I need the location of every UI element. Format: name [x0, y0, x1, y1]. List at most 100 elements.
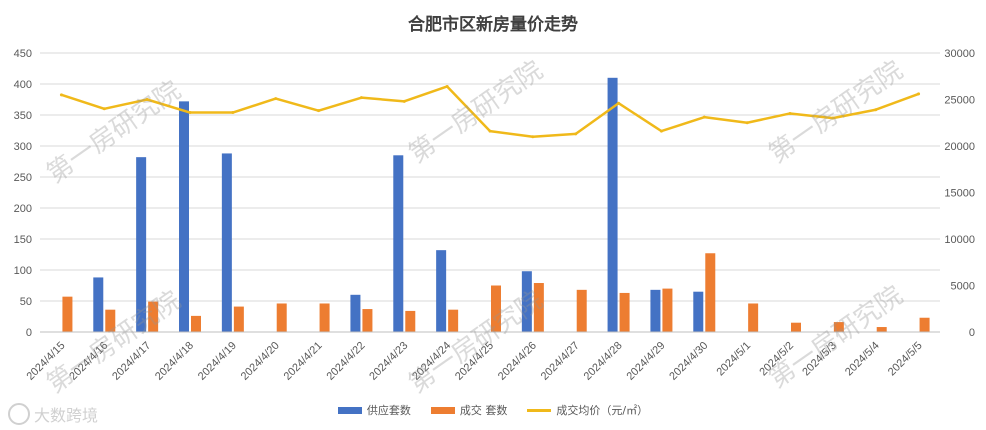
- brand-icon: [8, 403, 30, 425]
- bar-deals: [105, 309, 116, 332]
- point-avg-price: [917, 92, 921, 96]
- point-avg-price: [574, 132, 578, 136]
- brand-logo: 大数跨境: [8, 402, 98, 426]
- point-avg-price: [488, 129, 492, 133]
- bar-supply: [179, 101, 189, 332]
- bar-supply: [393, 155, 404, 332]
- point-avg-price: [274, 97, 278, 101]
- legend-item-deals: 成交 套数: [430, 402, 508, 418]
- bar-deals: [662, 288, 673, 332]
- bar-deals: [533, 283, 544, 332]
- y-left-tick-label: 350: [14, 110, 32, 122]
- bar-supply: [436, 250, 447, 332]
- point-avg-price: [445, 84, 449, 88]
- point-avg-price: [402, 99, 406, 103]
- bar-deals: [748, 303, 759, 332]
- bar-deals: [362, 309, 373, 332]
- point-avg-price: [745, 121, 749, 125]
- legend-swatch-deals: [430, 406, 455, 414]
- y-right-tick-label: 20000: [944, 141, 975, 153]
- y-left-tick-label: 450: [14, 48, 32, 60]
- point-avg-price: [231, 111, 235, 115]
- x-tick-label: 2024/4/20: [239, 340, 282, 383]
- point-avg-price: [788, 111, 792, 115]
- y-left-tick-label: 150: [14, 234, 32, 246]
- x-tick-label: 2024/4/26: [496, 340, 539, 383]
- x-tick-label: 2024/4/15: [24, 340, 67, 383]
- y-right-tick-label: 0: [969, 327, 975, 339]
- y-right-tick-label: 25000: [944, 95, 975, 107]
- y-left-tick-label: 300: [14, 141, 32, 153]
- bar-deals: [448, 309, 459, 332]
- x-tick-label: 2024/4/19: [196, 340, 239, 383]
- y-left-tick-label: 50: [20, 296, 32, 308]
- bar-deals: [705, 253, 716, 332]
- bar-supply: [221, 153, 232, 332]
- x-tick-label: 2024/5/5: [886, 340, 925, 379]
- y-left-tick-label: 0: [26, 327, 32, 339]
- bar-supply: [650, 289, 661, 332]
- x-tick-label: 2024/4/18: [153, 340, 196, 383]
- bar-deals: [319, 303, 330, 332]
- bar-supply: [350, 294, 361, 332]
- chart-title: 合肥市区新房量价走势: [408, 15, 578, 35]
- x-tick-label: 2024/4/27: [539, 340, 582, 383]
- bar-deals: [876, 327, 887, 332]
- bar-deals: [233, 306, 244, 332]
- x-tick-label: 2024/4/17: [110, 340, 153, 383]
- legend-label-deals: 成交 套数: [459, 404, 508, 417]
- x-tick-label: 2024/4/21: [282, 340, 325, 383]
- bar-deals: [62, 296, 73, 332]
- y-left-tick-label: 100: [14, 265, 32, 277]
- bar-deals: [919, 317, 930, 332]
- legend-label-supply: 供应套数: [366, 404, 411, 417]
- point-avg-price: [874, 108, 878, 112]
- y-left-tick-label: 200: [14, 203, 32, 215]
- bar-deals: [576, 289, 587, 332]
- y-left-tick-label: 250: [14, 172, 32, 184]
- legend-label-avg-price: 成交均价（元/㎡）: [556, 404, 649, 417]
- bar-deals: [791, 322, 801, 332]
- point-avg-price: [145, 98, 149, 101]
- point-avg-price: [102, 107, 106, 111]
- point-avg-price: [317, 109, 321, 113]
- legend-swatch-supply: [337, 406, 362, 414]
- legend-item-avg-price: 成交均价（元/㎡）: [527, 402, 648, 418]
- x-tick-label: 2024/4/24: [410, 340, 453, 383]
- point-avg-price: [531, 135, 535, 139]
- point-avg-price: [188, 111, 192, 115]
- y-right-tick-label: 15000: [944, 188, 975, 200]
- x-tick-label: 2024/4/22: [324, 340, 367, 383]
- x-tick-label: 2024/5/1: [714, 340, 753, 379]
- x-tick-label: 2024/4/23: [367, 340, 410, 383]
- point-avg-price: [702, 115, 706, 119]
- x-tick-label: 2024/4/28: [582, 340, 625, 383]
- bar-supply: [607, 77, 618, 332]
- x-tick-label: 2024/4/29: [624, 340, 667, 383]
- y-left-tick-label: 400: [14, 79, 32, 91]
- point-avg-price: [617, 101, 621, 105]
- y-right-tick-label: 10000: [944, 234, 975, 246]
- point-avg-price: [59, 93, 63, 97]
- bar-supply: [693, 291, 704, 332]
- bar-deals: [833, 322, 844, 332]
- bar-deals: [148, 301, 159, 332]
- point-avg-price: [359, 96, 363, 100]
- legend-item-supply: 供应套数: [337, 402, 411, 418]
- point-avg-price: [831, 116, 835, 120]
- bar-supply: [521, 271, 532, 332]
- brand-text: 大数跨境: [34, 406, 99, 425]
- point-avg-price: [659, 129, 663, 133]
- y-right-tick-label: 5000: [951, 281, 975, 293]
- chart-legend: 供应套数 成交 套数 成交均价（元/㎡）: [0, 402, 986, 418]
- bar-deals: [191, 315, 201, 332]
- x-tick-label: 2024/4/16: [67, 340, 110, 383]
- x-tick-label: 2024/5/3: [800, 340, 839, 379]
- x-tick-label: 2024/5/4: [843, 340, 882, 379]
- bar-deals: [619, 292, 630, 332]
- x-tick-label: 2024/4/30: [667, 340, 710, 383]
- bar-supply: [93, 277, 104, 332]
- x-tick-label: 2024/4/25: [453, 340, 496, 383]
- bar-deals: [491, 285, 501, 332]
